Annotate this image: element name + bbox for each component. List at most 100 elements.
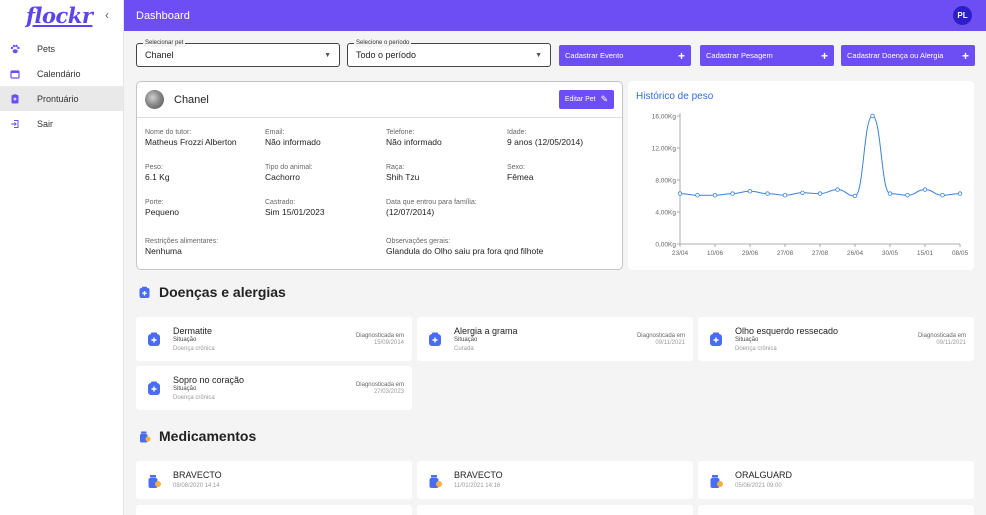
period-select[interactable]: Selecione o período Todo o período ▼ bbox=[347, 39, 551, 67]
field-phone: Telefone: Não informado bbox=[386, 128, 442, 148]
app-logo[interactable]: flockr bbox=[26, 2, 93, 28]
sidebar-item-label: Prontuário bbox=[37, 93, 79, 104]
field-label: Porte: bbox=[145, 199, 164, 206]
disease-status-label: Situação bbox=[735, 337, 759, 343]
sidebar-item-label: Pets bbox=[37, 43, 56, 54]
period-select-label: Selecione o período bbox=[354, 39, 412, 47]
paw-icon bbox=[9, 43, 21, 55]
medical-record-icon bbox=[148, 332, 160, 346]
diagnosed-date: 15/09/2014 bbox=[373, 340, 404, 346]
field-value: Não informado bbox=[386, 137, 442, 147]
add-weight-button[interactable]: Cadastrar Pesagem + bbox=[700, 45, 834, 66]
add-weight-label: Cadastrar Pesagem bbox=[706, 51, 773, 60]
field-label: Raça: bbox=[386, 164, 405, 171]
medicine-bottle-icon bbox=[137, 429, 151, 443]
field-value: Matheus Frozzi Alberton bbox=[145, 137, 237, 147]
medical-record-icon bbox=[429, 332, 441, 346]
x-tick-label: 15/01 bbox=[917, 250, 934, 257]
sidebar-item-exit[interactable]: Sair bbox=[0, 111, 123, 136]
section-title-text: Doenças e alergias bbox=[159, 284, 286, 300]
field-neutered: Castrado: Sim 15/01/2023 bbox=[265, 198, 325, 218]
data-point bbox=[782, 192, 788, 198]
data-point bbox=[695, 192, 700, 198]
data-point bbox=[870, 113, 875, 119]
sidebar-item-records[interactable]: Prontuário bbox=[0, 86, 123, 111]
medication-card[interactable] bbox=[417, 505, 693, 515]
sidebar-item-calendar[interactable]: Calendário bbox=[0, 61, 123, 86]
x-tick-label: 10/06 bbox=[707, 250, 724, 257]
disease-status-label: Situação bbox=[454, 337, 478, 343]
diagnosed-label: Diagnosticada em bbox=[355, 382, 404, 388]
disease-name: Dermatite bbox=[173, 326, 213, 336]
controls-row: Selecionar pet Chanel ▼ Selecione o perí… bbox=[136, 39, 975, 67]
weight-chart: 0,00Kg 4,00Kg 8,00Kg 12,00Kg 16,00Kg 23/04 10/… bbox=[652, 113, 969, 257]
field-value: Não informado bbox=[265, 137, 321, 147]
pet-select-value: Chanel bbox=[145, 50, 174, 60]
field-label: Sexo: bbox=[507, 164, 525, 171]
data-point bbox=[730, 191, 735, 196]
y-tick-label: 4,00Kg bbox=[655, 210, 676, 217]
field-value: (12/07/2014) bbox=[386, 207, 435, 217]
field-label: Peso: bbox=[145, 164, 163, 171]
data-point bbox=[712, 192, 718, 198]
field-notes: Observações gerais: Glandula do Olho saiu… bbox=[386, 237, 543, 257]
field-food-restrictions: Restrições alimentares: Nenhuma bbox=[145, 237, 218, 257]
field-sex: Sexo: Fêmea bbox=[507, 163, 533, 183]
medication-card[interactable]: BRAVECTO 11/01/2021 14:16 bbox=[417, 461, 693, 499]
field-weight: Peso: 6.1 Kg bbox=[145, 163, 170, 183]
disease-card[interactable]: Olho esquerdo ressecado Situação Doença … bbox=[698, 317, 974, 361]
field-label: Nome do tutor: bbox=[145, 129, 192, 136]
field-label: Data que entrou para família: bbox=[386, 199, 477, 206]
medical-record-icon bbox=[9, 93, 21, 105]
plus-icon: + bbox=[820, 48, 828, 63]
field-label: Telefone: bbox=[386, 129, 415, 136]
series-line bbox=[679, 115, 961, 197]
medication-card[interactable] bbox=[136, 505, 412, 515]
disease-status-label: Situação bbox=[173, 386, 197, 392]
field-value: 6.1 Kg bbox=[145, 172, 170, 182]
add-event-button[interactable]: Cadastrar Evento + bbox=[559, 45, 691, 66]
disease-card[interactable]: Dermatite Situação Doença crônica Diagno… bbox=[136, 317, 412, 361]
medication-card[interactable]: BRAVECTO 08/08/2020 14:14 bbox=[136, 461, 412, 499]
sidebar-item-pets[interactable]: Pets bbox=[0, 36, 123, 61]
medication-card[interactable]: ORALGUARD 05/06/2021 09:00 bbox=[698, 461, 974, 499]
pet-profile-card: Chanel Editar Pet ✎ Nome do tutor: Matheu… bbox=[136, 81, 623, 270]
diagnosed-date: 09/11/2021 bbox=[936, 340, 966, 346]
field-value: Glandula do Olho saiu pra fora qnd filho… bbox=[386, 246, 544, 256]
medicine-bottle-icon bbox=[429, 475, 442, 488]
x-tick-label: 30/05 bbox=[882, 250, 899, 257]
add-event-label: Cadastrar Evento bbox=[565, 51, 624, 60]
x-tick-label: 27/08 bbox=[777, 250, 794, 257]
field-age: Idade: 9 anos (12/05/2014) bbox=[507, 128, 583, 148]
y-tick-label: 12,00Kg bbox=[652, 146, 677, 153]
pet-name: Chanel bbox=[174, 93, 209, 106]
collapse-sidebar-icon[interactable]: ‹ bbox=[105, 8, 109, 22]
disease-status: Doença crônica bbox=[735, 346, 777, 352]
medical-record-icon bbox=[137, 285, 151, 299]
data-point bbox=[800, 190, 805, 195]
user-avatar[interactable]: PL bbox=[953, 6, 972, 25]
disease-status: Doença crônica bbox=[173, 395, 215, 401]
medication-name: ORALGUARD bbox=[735, 470, 793, 480]
medication-card[interactable] bbox=[698, 505, 974, 515]
x-tick-label: 08/05 bbox=[952, 250, 969, 257]
add-disease-button[interactable]: Cadastrar Doença ou Alergia + bbox=[841, 45, 975, 66]
y-tick-label: 0,00Kg bbox=[655, 242, 676, 249]
pet-avatar bbox=[145, 90, 164, 109]
field-tutor: Nome do tutor: Matheus Frozzi Alberton bbox=[145, 128, 237, 148]
pet-profile-header: Chanel Editar Pet ✎ bbox=[137, 82, 622, 118]
exit-icon bbox=[9, 118, 21, 130]
medication-date: 08/08/2020 14:14 bbox=[173, 483, 220, 489]
field-label: Email: bbox=[265, 129, 285, 136]
pet-select[interactable]: Selecionar pet Chanel ▼ bbox=[136, 39, 340, 67]
field-value: Shih Tzu bbox=[386, 172, 420, 182]
disease-card[interactable]: Alergia a grama Situação Curada Diagnost… bbox=[417, 317, 693, 361]
pencil-icon: ✎ bbox=[600, 94, 609, 104]
disease-card[interactable]: Sopro no coração Situação Doença crônica… bbox=[136, 366, 412, 410]
top-bar: Dashboard PL bbox=[124, 0, 986, 31]
medication-name: BRAVECTO bbox=[173, 470, 222, 480]
data-point bbox=[765, 191, 770, 196]
edit-pet-button[interactable]: Editar Pet ✎ bbox=[559, 90, 614, 109]
diseases-section-title: Doenças e alergias bbox=[137, 284, 286, 300]
diagnosed-label: Diagnosticada em bbox=[917, 333, 966, 339]
